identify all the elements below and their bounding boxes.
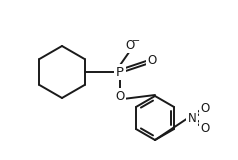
Text: −: − bbox=[132, 36, 140, 46]
Text: O: O bbox=[147, 53, 157, 67]
Text: O: O bbox=[115, 89, 125, 103]
Text: O: O bbox=[200, 101, 210, 115]
Text: N: N bbox=[188, 112, 196, 124]
Text: P: P bbox=[116, 65, 124, 79]
Text: O: O bbox=[125, 39, 135, 52]
Text: O: O bbox=[200, 121, 210, 135]
